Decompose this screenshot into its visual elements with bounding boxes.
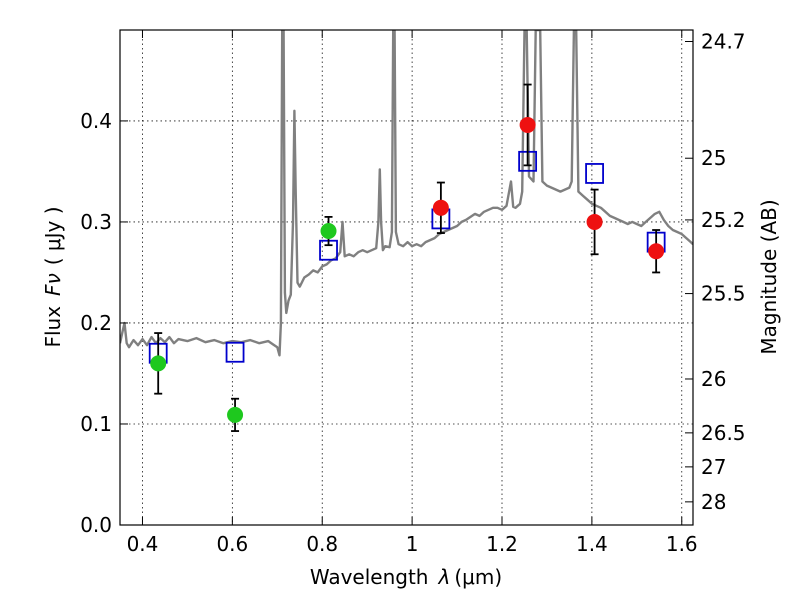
y2-tick-label: 25 (701, 146, 726, 170)
points-layer (148, 83, 666, 432)
y2-tick-label: 24.7 (701, 29, 746, 53)
y2-tick-label: 28 (701, 490, 726, 514)
y2-tick-label: 26.5 (701, 421, 746, 445)
model-box (225, 341, 245, 363)
y2-tick-label: 26 (701, 367, 726, 391)
x-tick-label: 0.4 (127, 532, 159, 556)
y-tick-label: 0.0 (80, 513, 112, 537)
x-tick-label: 1.4 (576, 532, 608, 556)
x-tick-label: 1 (406, 532, 419, 556)
x-tick-label: 0.8 (306, 532, 338, 556)
spectrum-line (120, 30, 693, 357)
y2-tick-label: 25.2 (701, 208, 746, 232)
observed-point (648, 243, 665, 260)
y-tick-label: 0.4 (80, 109, 112, 133)
y-axis-label: FluxFν( μJy ) (41, 206, 65, 347)
observed-point (586, 213, 603, 230)
y2-tick-label: 25.5 (701, 282, 746, 306)
x-axis-label: Wavelength λ (μm) (310, 565, 502, 589)
plot-frame (119, 29, 694, 526)
grid (120, 30, 693, 525)
y-tick-label: 0.2 (80, 311, 112, 335)
observed-point (227, 406, 244, 423)
spectrum-layer (120, 30, 693, 357)
observed-point (150, 355, 167, 372)
x-tick-label: 0.6 (216, 532, 248, 556)
y2-tick-label: 27 (701, 455, 726, 479)
model-box (585, 163, 604, 184)
x-tick-label: 1.2 (486, 532, 518, 556)
y2-axis-label: Magnitude (AB) (757, 199, 781, 354)
y-tick-label: 0.3 (80, 210, 112, 234)
observed-point (432, 199, 449, 216)
y-tick-label: 0.1 (80, 412, 112, 436)
observed-point (519, 116, 536, 133)
observed-point (320, 223, 337, 240)
ticks: 0.4 0.6 0.8 1 1.2 1.4 1.6 0.0 0.1 0.2 0.3 0.4 24.7 25… (80, 29, 745, 556)
x-tick-label: 1.6 (666, 532, 698, 556)
